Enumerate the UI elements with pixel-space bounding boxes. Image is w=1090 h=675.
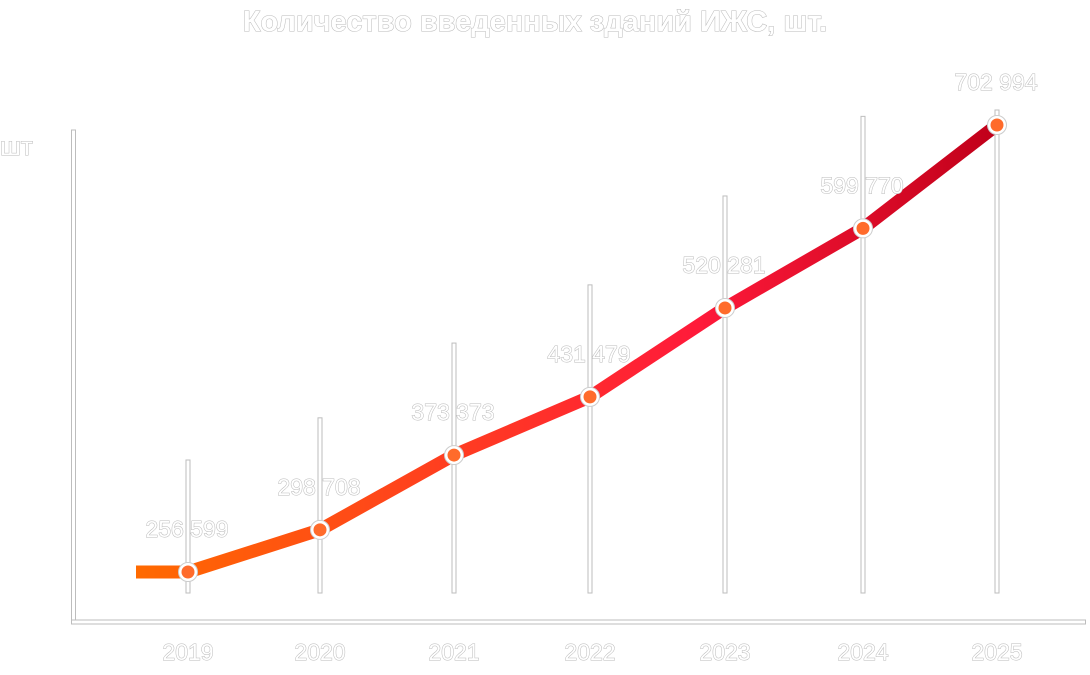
data-label: 256 599	[145, 516, 228, 542]
data-point	[447, 448, 461, 462]
data-label: 702 994	[954, 69, 1037, 95]
y-axis-label: шт	[0, 131, 33, 161]
x-tick-label: 2020	[294, 639, 345, 665]
series-line	[136, 119, 1001, 579]
x-tick-label: 2024	[837, 639, 888, 665]
data-label: 298 708	[277, 474, 360, 500]
vertical-bar	[994, 109, 1000, 594]
data-point	[313, 523, 327, 537]
data-point	[181, 565, 195, 579]
vertical-bar	[587, 284, 593, 594]
data-label: 520 281	[682, 252, 765, 278]
x-tick-label: 2022	[564, 639, 615, 665]
data-point	[718, 301, 732, 315]
x-tick-label: 2021	[428, 639, 479, 665]
x-tick-label: 2019	[162, 639, 213, 665]
data-label: 599 770	[820, 172, 903, 198]
chart-title: Количество введенных зданий ИЖС, шт.	[243, 6, 827, 38]
vertical-bar	[860, 115, 866, 594]
data-point	[583, 390, 597, 404]
x-axis	[71, 619, 1086, 625]
vertical-bar	[451, 342, 457, 594]
data-point	[990, 118, 1004, 132]
data-label: 431 479	[547, 341, 630, 367]
x-tick-label: 2025	[971, 639, 1022, 665]
vertical-bar	[317, 417, 323, 594]
data-point	[856, 221, 870, 235]
x-tick-label: 2023	[699, 639, 750, 665]
data-label: 373 373	[411, 399, 494, 425]
y-axis	[71, 129, 76, 625]
vertical-bar	[185, 459, 191, 594]
axes	[71, 129, 1086, 625]
vertical-bar	[722, 195, 728, 594]
